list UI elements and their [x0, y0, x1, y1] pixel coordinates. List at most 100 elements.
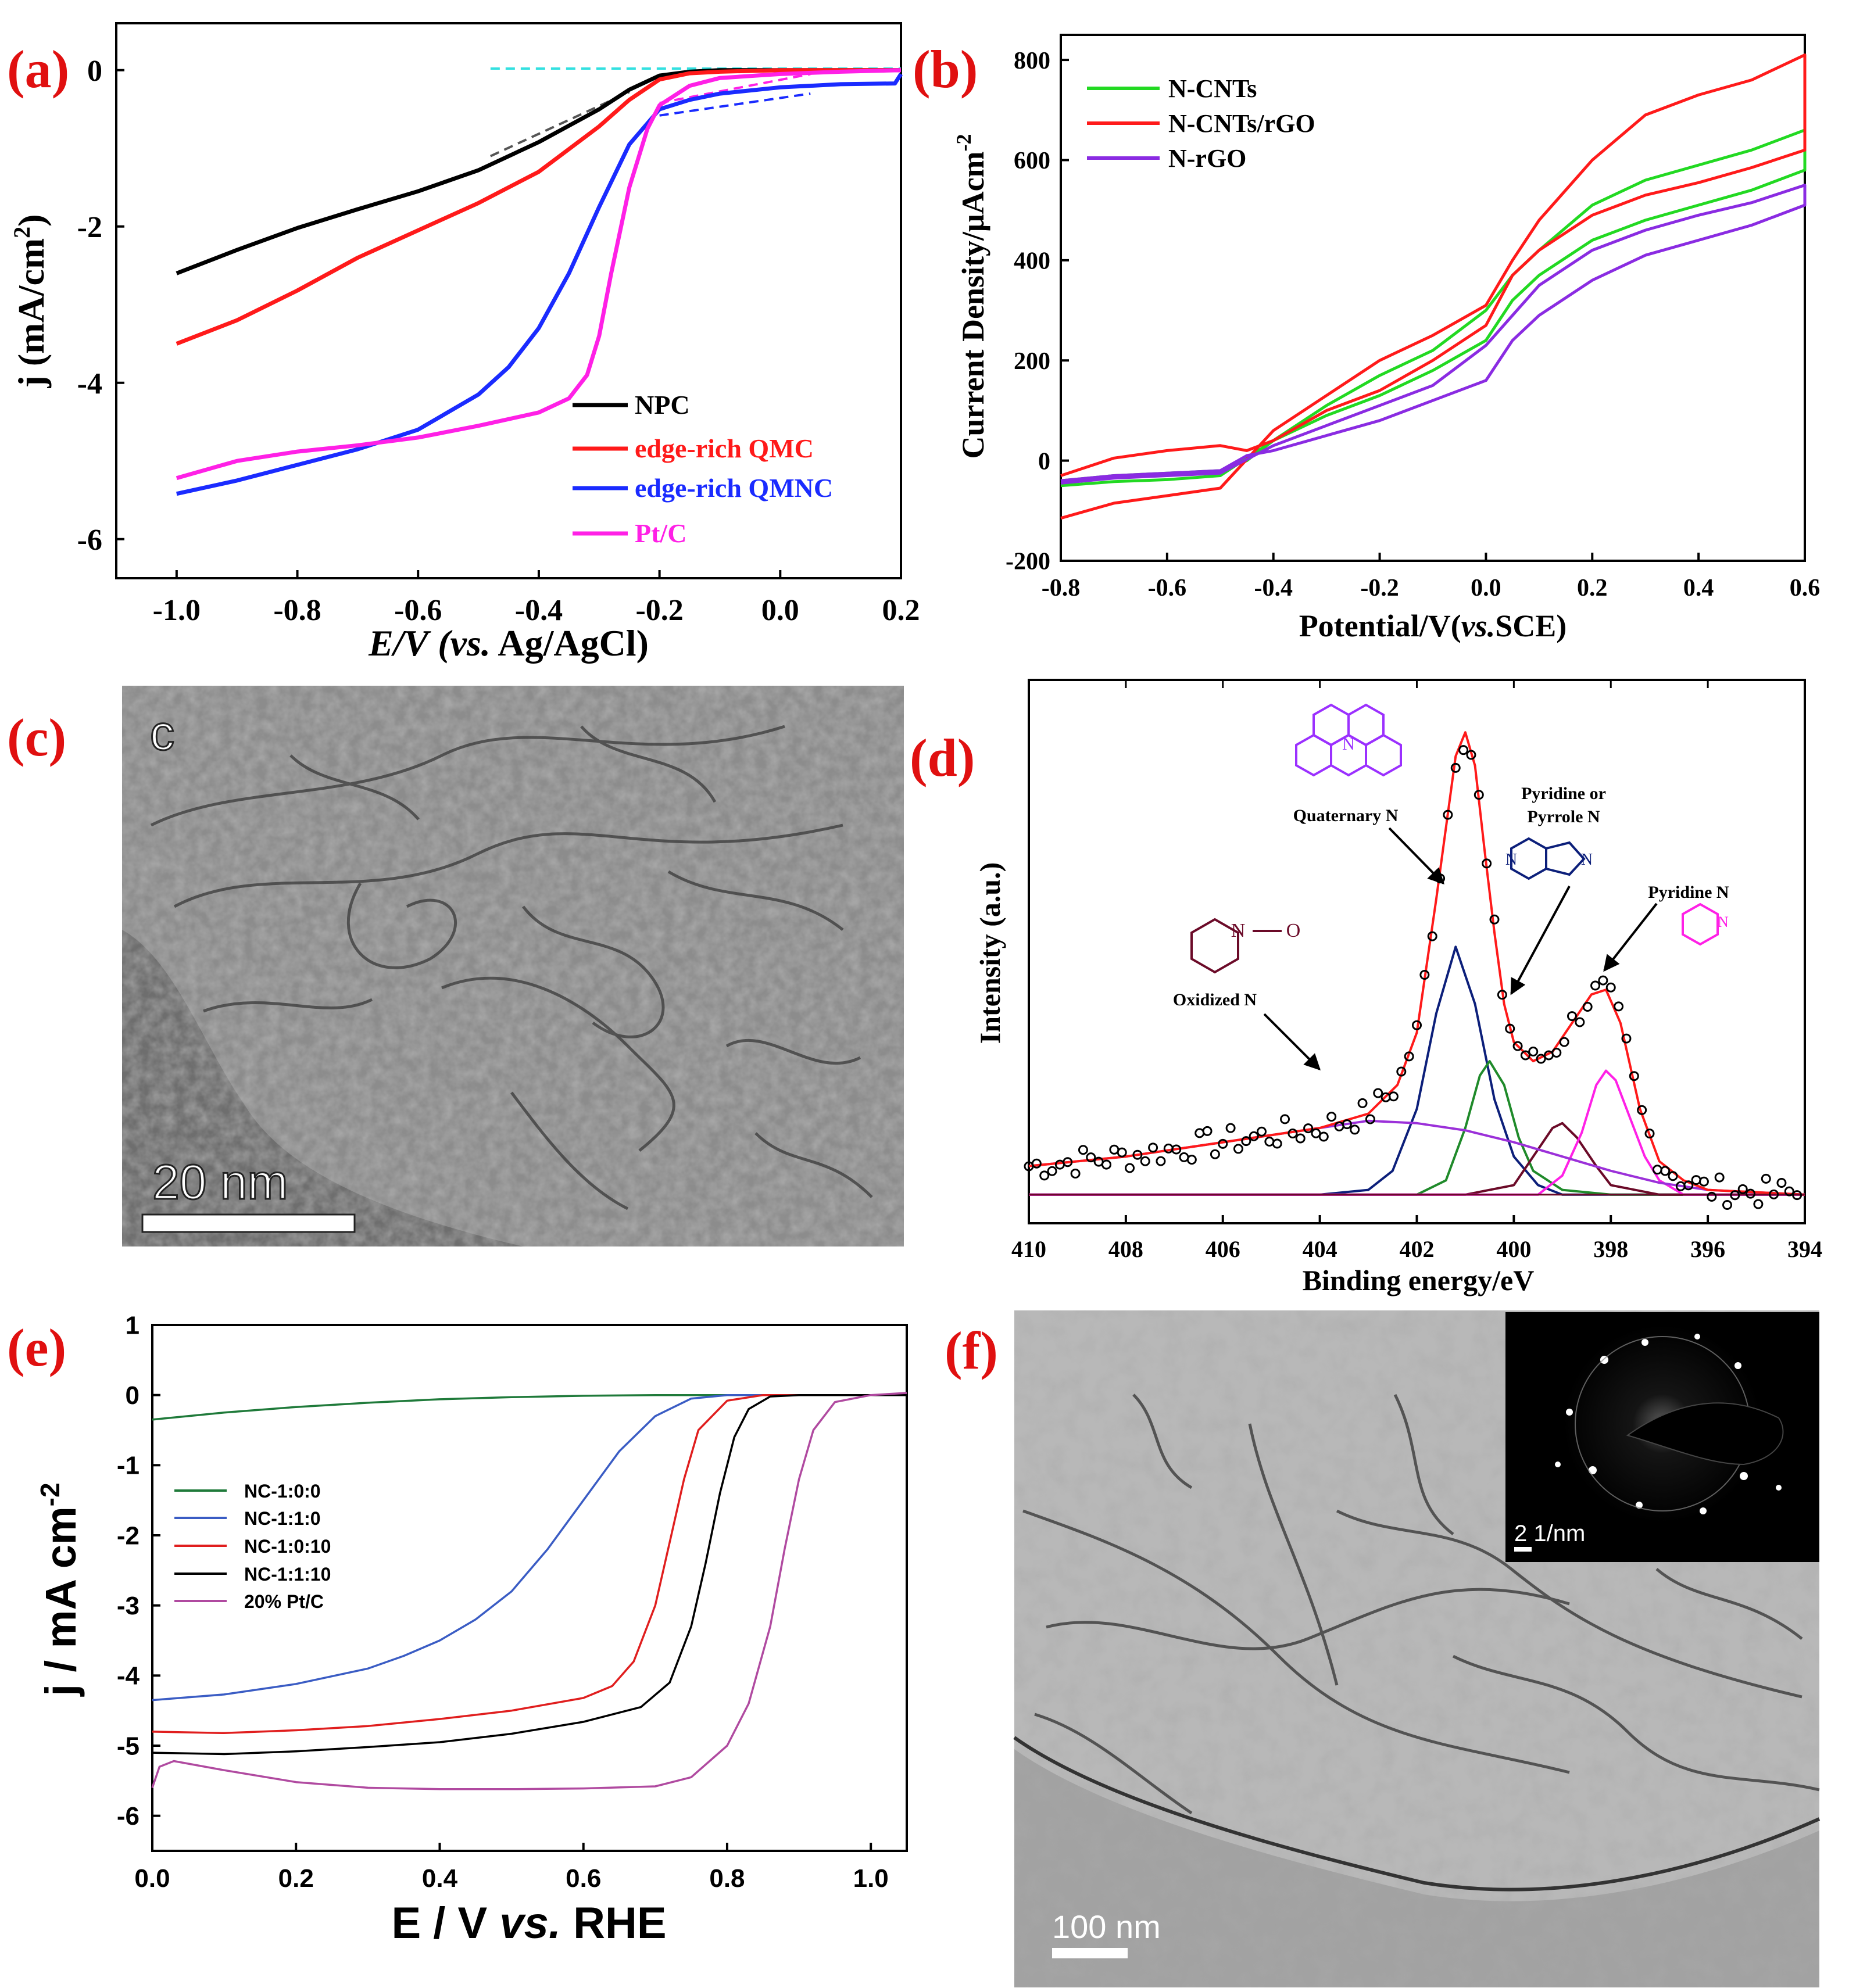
tem-image-c-letter: c	[150, 705, 174, 760]
x-tick-label-b: 0.4	[1683, 575, 1714, 601]
panel-label-e: (e)	[7, 1318, 66, 1377]
xps-data-point	[1691, 1175, 1701, 1185]
y-tick-label-a: -4	[77, 367, 102, 400]
xps-data-point	[1528, 1046, 1539, 1056]
xps-data-point	[1156, 1156, 1166, 1166]
tangent-line-a-3	[659, 73, 811, 105]
xps-data-point	[1303, 1123, 1314, 1134]
annotation-pyridine-n: Pyridine N	[1648, 883, 1729, 902]
x-tick-label-d: 400	[1496, 1236, 1531, 1262]
y-tick-label-a: -2	[77, 211, 102, 244]
xps-data-point	[1373, 1088, 1383, 1098]
xps-data-point	[1342, 1119, 1352, 1130]
x-axis-title-e: E / V vs. RHE	[391, 1899, 666, 1948]
saed-scale-bar	[1514, 1547, 1532, 1552]
xps-data-point	[1575, 1017, 1585, 1027]
x-tick-label-e: 0.8	[709, 1864, 745, 1893]
plot-frame-e	[151, 1324, 908, 1852]
xps-data-point	[1443, 809, 1453, 820]
annotation-pyrrole-n-line1: Pyridine or	[1521, 784, 1606, 803]
tem-image-c-graphene-layers	[150, 725, 873, 1210]
xps-data-point	[1295, 1133, 1306, 1144]
y-tick-label-b: 400	[1014, 248, 1050, 275]
series-d-2	[1029, 1122, 1805, 1196]
x-tick-label-e: 0.0	[134, 1864, 170, 1893]
xps-data-point	[1318, 1131, 1329, 1142]
xps-data-points-d	[1024, 745, 1802, 1210]
legend-label-nc100: NC-1:0:0	[244, 1481, 321, 1502]
xps-data-point	[1598, 975, 1608, 986]
scale-bar-c	[141, 1213, 356, 1233]
xps-data-point	[1357, 1098, 1368, 1108]
tem-image-f-film-edge	[1013, 1736, 1821, 1892]
x-tick-label-b: 0.0	[1471, 575, 1501, 601]
annotation-quaternary-n: Quaternary N	[1293, 806, 1399, 825]
xps-data-point	[1396, 1066, 1407, 1077]
xps-data-point	[1582, 1001, 1593, 1012]
xps-data-point	[1186, 1155, 1197, 1165]
x-tick-label-d: 402	[1400, 1236, 1435, 1262]
y-tick-label-e: -4	[117, 1662, 140, 1690]
panel-label-c: (c)	[7, 708, 66, 767]
series-d-0	[1029, 945, 1805, 1196]
saed-scale-label: 2 1/nm	[1514, 1521, 1585, 1546]
xps-data-point	[1621, 1033, 1632, 1044]
plot-frame-b	[1060, 34, 1806, 562]
series-a-1	[176, 68, 901, 346]
y-tick-label-e: -3	[117, 1592, 140, 1620]
saed-beam-stopper	[1626, 1402, 1784, 1466]
pyridine-n-structure	[1682, 902, 1719, 946]
y-tick-label-a: -6	[77, 524, 102, 557]
xps-data-point	[1746, 1188, 1756, 1199]
xps-data-point	[1039, 1170, 1050, 1181]
oxidized-structure-n-atom: N	[1231, 920, 1246, 941]
legend-label-nrgo: N-rGO	[1168, 144, 1246, 173]
y-tick-label-a: 0	[87, 55, 102, 88]
xps-data-point	[1365, 1114, 1375, 1124]
quaternary-n-structure	[1295, 703, 1402, 777]
series-b-1	[1060, 53, 1807, 520]
xps-data-point	[1730, 1190, 1740, 1201]
x-axis-title-b: Potential/V(vs.SCE)	[1299, 608, 1567, 643]
tem-image-c-texture	[122, 686, 904, 1246]
y-axis-title-d: Intensity (a.u.)	[974, 862, 1006, 1044]
series-a-3	[176, 68, 902, 481]
x-tick-label-b: -0.6	[1148, 575, 1187, 601]
x-tick-label-d: 398	[1593, 1236, 1628, 1262]
xps-data-point	[1326, 1112, 1337, 1122]
legend-e: NC-1:0:0 NC-1:1:0 NC-1:0:10 NC-1:1:10 20…	[174, 1481, 331, 1612]
xps-data-point	[1505, 1023, 1515, 1034]
legend-label-nc1110: NC-1:1:10	[244, 1564, 331, 1585]
xps-data-point	[1776, 1177, 1787, 1188]
x-axis-title-a: E/V (vs. Ag/AgCl)	[368, 622, 649, 664]
y-axis-title-a: j (mA/cm2)	[9, 214, 52, 389]
xps-data-point	[1614, 1001, 1624, 1012]
annotation-pyrrole-n-line2: Pyrrole N	[1527, 807, 1600, 826]
legend-label-qmc: edge-rich QMC	[635, 434, 814, 463]
xps-data-point	[1070, 1168, 1081, 1179]
arrow-pyridine-n	[1603, 902, 1658, 972]
panel-d-chart: (d) 410 408 406 404 402 400 398 396 394 Binding …	[910, 679, 1822, 1296]
legend-b: N-CNTs N-CNTs/rGO N-rGO	[1087, 74, 1315, 173]
legend-label-ncnts: N-CNTs	[1168, 74, 1257, 103]
pyrrole-n-structure	[1510, 837, 1586, 880]
x-tick-label-d: 408	[1108, 1236, 1143, 1262]
y-tick-label-b: 0	[1038, 448, 1050, 475]
xps-data-point	[1753, 1199, 1764, 1209]
xps-data-point	[1086, 1152, 1096, 1163]
scale-bar-label-f: 100 nm	[1052, 1908, 1161, 1945]
xps-data-point	[1660, 1166, 1671, 1176]
quaternary-n-atom-label: N	[1342, 735, 1355, 754]
legend-label-ptc: Pt/C	[635, 518, 686, 548]
xps-data-point	[1629, 1071, 1639, 1081]
xps-data-point	[1140, 1156, 1150, 1166]
xps-data-point	[1249, 1131, 1259, 1141]
tem-image-f-graphene-wrinkles	[1022, 1394, 1820, 1815]
xps-data-point	[1419, 970, 1430, 980]
xps-data-point	[1605, 982, 1616, 993]
xps-data-point	[1218, 1138, 1228, 1149]
x-tick-label-a: -0.2	[635, 594, 683, 627]
xps-data-point	[1148, 1142, 1158, 1153]
xps-data-point	[1132, 1149, 1143, 1160]
xps-data-point	[1241, 1136, 1251, 1147]
